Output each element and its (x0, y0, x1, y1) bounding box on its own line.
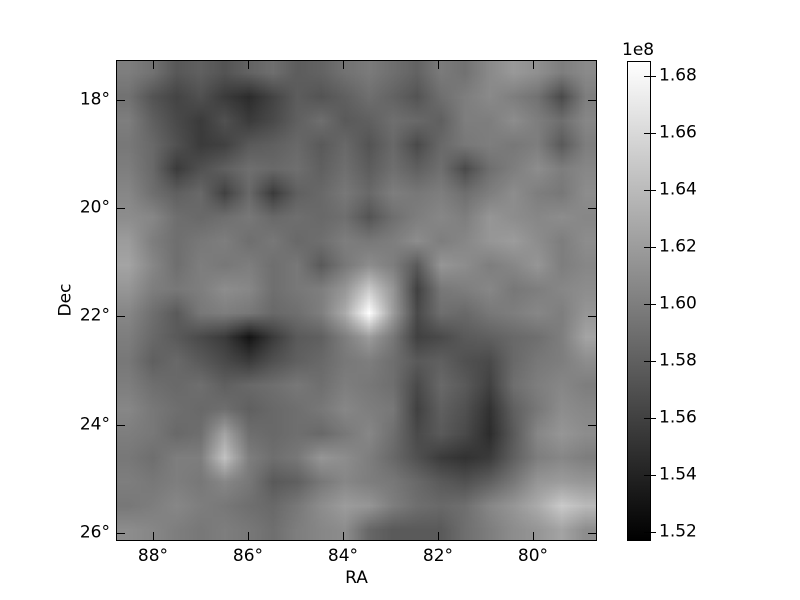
heatmap-image (116, 60, 597, 541)
x-tick-label: 88° (137, 546, 169, 566)
y-tick-mark (588, 533, 596, 534)
x-tick-label: 80° (517, 546, 549, 566)
y-tick-label: 24° (79, 414, 110, 435)
colorbar-tick-mark (644, 532, 656, 533)
colorbar (627, 61, 651, 541)
colorbar-tick-mark (644, 304, 656, 305)
colorbar-offset-label: 1e8 (622, 40, 655, 60)
y-tick-mark (117, 208, 125, 209)
colorbar-tick-label: 1.64 (659, 179, 697, 200)
x-tick-label: 86° (232, 546, 264, 566)
y-tick-mark (588, 425, 596, 426)
colorbar-tick-mark (644, 133, 656, 134)
x-tick-mark (343, 61, 344, 69)
colorbar-tick-label: 1.54 (659, 464, 697, 485)
colorbar-tick-mark (644, 190, 656, 191)
y-tick-mark (117, 533, 125, 534)
y-tick-mark (588, 100, 596, 101)
x-tick-mark (153, 532, 154, 540)
colorbar-tick-label: 1.52 (659, 521, 697, 542)
x-tick-mark (438, 532, 439, 540)
x-tick-mark (248, 61, 249, 69)
y-tick-label: 22° (79, 305, 110, 326)
y-tick-label: 26° (79, 522, 110, 543)
y-tick-mark (117, 425, 125, 426)
colorbar-tick-label: 1.60 (659, 293, 697, 314)
colorbar-tick-label: 1.58 (659, 350, 697, 371)
x-axis-label: RA (345, 568, 368, 588)
colorbar-tick-label: 1.56 (659, 407, 697, 428)
x-tick-mark (533, 532, 534, 540)
colorbar-tick-label: 1.68 (659, 65, 697, 86)
colorbar-tick-label: 1.66 (659, 122, 697, 143)
y-tick-label: 18° (79, 89, 110, 110)
y-tick-mark (588, 316, 596, 317)
x-tick-mark (153, 61, 154, 69)
colorbar-tick-label: 1.62 (659, 236, 697, 257)
x-tick-label: 82° (422, 546, 454, 566)
x-tick-mark (343, 532, 344, 540)
x-tick-mark (533, 61, 534, 69)
colorbar-tick-mark (644, 361, 656, 362)
colorbar-tick-mark (644, 247, 656, 248)
colorbar-tick-mark (644, 76, 656, 77)
y-tick-label: 20° (79, 197, 110, 218)
x-tick-mark (248, 532, 249, 540)
x-tick-mark (438, 61, 439, 69)
y-tick-mark (117, 100, 125, 101)
y-tick-mark (588, 208, 596, 209)
x-tick-label: 84° (327, 546, 359, 566)
colorbar-tick-mark (644, 418, 656, 419)
colorbar-tick-mark (644, 475, 656, 476)
y-tick-mark (117, 316, 125, 317)
